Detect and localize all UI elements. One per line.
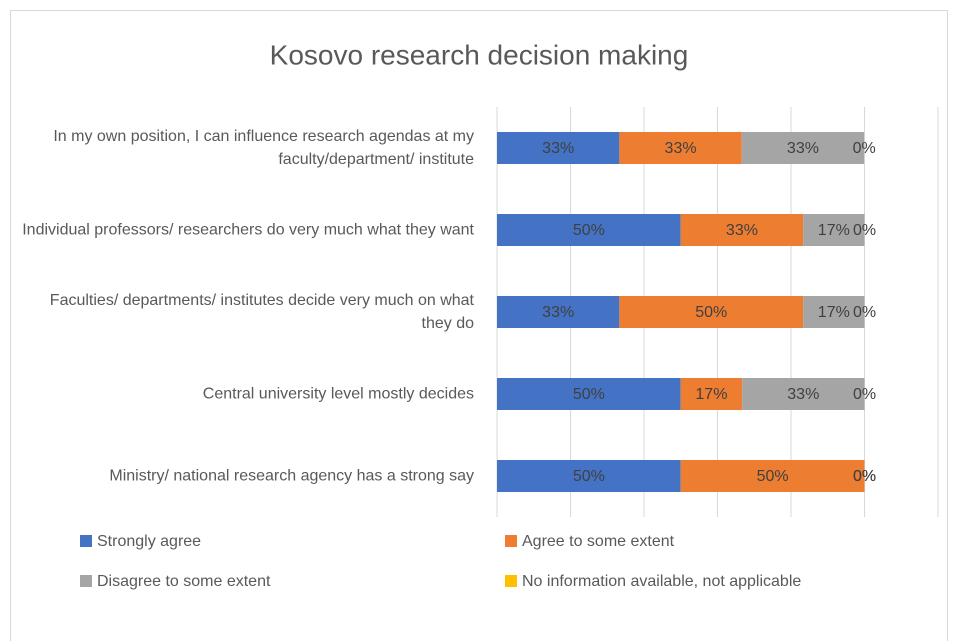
category-label: Ministry/ national research agency has a… [109,467,474,485]
data-label: 17% [818,304,850,321]
legend-label: No information available, not applicable [522,573,801,590]
data-label: 17% [695,386,727,403]
data-label: 0% [853,140,876,157]
data-label: 33% [787,140,819,157]
legend-label: Strongly agree [97,533,201,550]
bar-segment [497,378,681,410]
bar-segment [497,132,620,164]
bar-segment [619,132,742,164]
bar-segment [680,214,804,246]
data-label: 33% [665,140,697,157]
data-label: 50% [573,386,605,403]
data-label: 0% [853,468,876,485]
bar-segment [803,296,865,328]
category-label: Individual professors/ researchers do ve… [22,221,474,239]
bar-segment [741,132,865,164]
data-label: 0% [853,386,876,403]
legend-label: Disagree to some extent [97,573,271,590]
bar-segment [680,460,865,492]
data-label: 33% [787,386,819,403]
bar-segment [742,378,865,410]
category-label: In my own position, I can influence rese… [53,128,474,168]
data-label: 50% [573,222,605,239]
legend-swatch [80,575,92,587]
data-label: 50% [573,468,605,485]
legend-swatch [80,535,92,547]
category-label: Faculties/ departments/ institutes decid… [49,292,474,332]
bar-segment [497,460,681,492]
chart-title: Kosovo research decision making [270,39,689,70]
data-label: 0% [853,468,876,485]
bar-segment [497,296,620,328]
bar-segment [680,378,743,410]
bar-segment [497,214,681,246]
data-label: 0% [853,304,876,321]
data-label: 33% [542,140,574,157]
data-label: 50% [695,304,727,321]
legend-label: Agree to some extent [522,533,675,550]
data-label: 50% [757,468,789,485]
data-label: 17% [818,222,850,239]
bar-segment [619,296,804,328]
data-label: 33% [542,304,574,321]
legend-swatch [505,575,517,587]
data-label: 33% [726,222,758,239]
category-label: Central university level mostly decides [202,385,474,403]
legend-swatch [505,535,517,547]
data-label: 0% [853,222,876,239]
bar-segment [803,214,865,246]
